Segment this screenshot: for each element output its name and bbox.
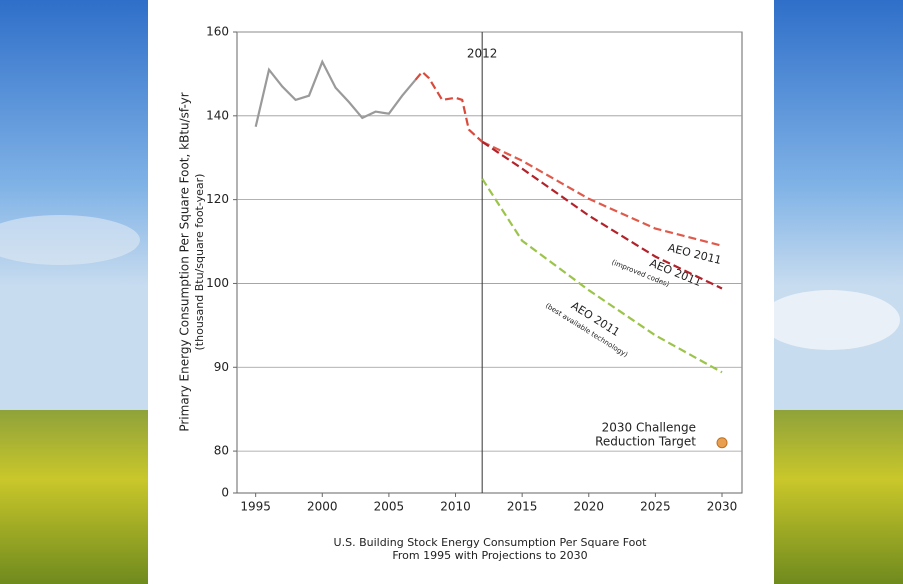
series-line — [481, 140, 723, 247]
reference-label: 2012 — [467, 47, 498, 61]
y-tick-label: 140 — [206, 108, 229, 122]
series-line — [481, 140, 723, 290]
x-tick-label: 2030 — [707, 500, 738, 514]
x-tick-label: 1995 — [240, 500, 271, 514]
target-point — [716, 437, 728, 449]
x-tick-label: 2020 — [573, 500, 604, 514]
series-line — [414, 70, 483, 143]
chart-panel — [148, 0, 774, 584]
x-axis-title: U.S. Building Stock Energy Consumption P… — [334, 536, 648, 549]
series-line — [254, 59, 417, 127]
y-tick-label: 0 — [221, 486, 229, 500]
x-tick-label: 2015 — [507, 500, 538, 514]
cloud — [760, 290, 900, 350]
annotation: AEO 2011 — [667, 241, 723, 267]
annotation: AEO 2011 — [648, 257, 704, 290]
annotation: Reduction Target — [595, 435, 696, 449]
y-tick-label: 80 — [214, 444, 229, 458]
field-right — [774, 410, 903, 584]
sky-left — [0, 0, 148, 410]
x-axis-title: From 1995 with Projections to 2030 — [392, 549, 587, 562]
y-axis-label: Primary Energy Consumption Per Square Fo… — [178, 92, 192, 431]
cloud — [0, 215, 140, 265]
y-tick-label: 90 — [214, 360, 229, 374]
x-tick-label: 2025 — [640, 500, 671, 514]
series-line — [481, 178, 723, 374]
y-tick-label: 160 — [206, 25, 229, 39]
y-axis-sublabel: (thousand Btu/square foot-year) — [193, 174, 206, 351]
annotation: 2030 Challenge — [602, 421, 696, 435]
x-tick-label: 2010 — [440, 500, 471, 514]
x-tick-label: 2000 — [307, 500, 338, 514]
x-tick-label: 2005 — [374, 500, 405, 514]
field-left — [0, 410, 148, 584]
y-tick-label: 120 — [206, 192, 229, 206]
y-tick-label: 100 — [206, 276, 229, 290]
